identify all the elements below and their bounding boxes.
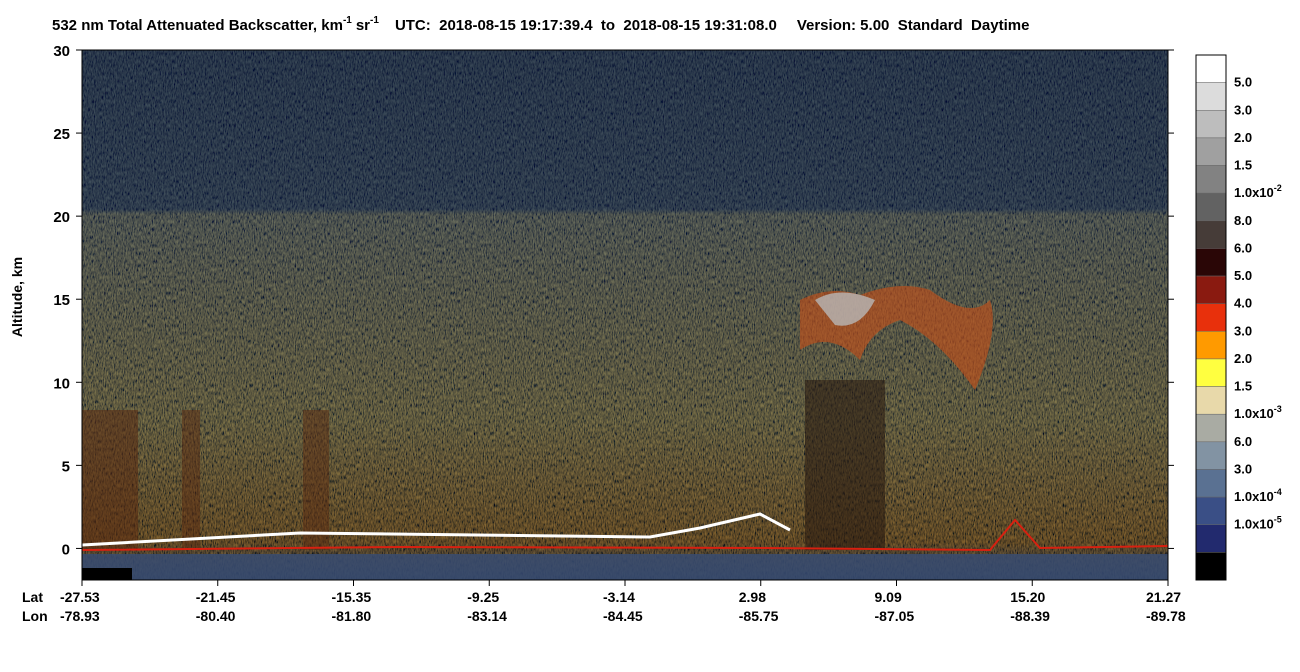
lat-label: 9.09 (875, 589, 902, 605)
lon-label: -88.39 (1010, 608, 1050, 624)
colorbar-swatch (1195, 165, 1227, 194)
colorbar-swatch (1195, 386, 1227, 415)
colorbar-swatch (1195, 110, 1227, 139)
colorbar-label: 8.0 (1234, 213, 1252, 228)
lat-label: -3.14 (603, 589, 635, 605)
colorbar-label-text: 3.0 (1234, 102, 1252, 117)
colorbar-label: 1.5 (1234, 379, 1252, 394)
colorbar-swatch (1195, 552, 1227, 581)
lat-label: -9.25 (467, 589, 499, 605)
x-row-name: Lat (22, 589, 43, 605)
colorbar-swatch (1195, 54, 1227, 83)
colorbar-label: 1.0x10-5 (1234, 515, 1282, 532)
colorbar-label-text: 1.0x10 (1234, 517, 1274, 532)
colorbar-swatch (1195, 496, 1227, 525)
colorbar-label-exp: -4 (1274, 487, 1282, 497)
colorbar-swatch (1195, 248, 1227, 277)
colorbar-swatch (1195, 303, 1227, 332)
lon-label: -87.05 (875, 608, 915, 624)
lon-label: -85.75 (739, 608, 779, 624)
colorbar-label-text: 1.5 (1234, 379, 1252, 394)
x-row-name: Lon (22, 608, 48, 624)
lon-label: -83.14 (467, 608, 507, 624)
colorbar-label-text: 2.0 (1234, 130, 1252, 145)
colorbar-label-text: 1.0x10 (1234, 489, 1274, 504)
colorbar-frame (1195, 54, 1227, 581)
lat-label: -27.53 (60, 589, 100, 605)
colorbar-label: 6.0 (1234, 434, 1252, 449)
colorbar-swatch (1195, 82, 1227, 111)
lon-label: -84.45 (603, 608, 643, 624)
y-axis-label: Altitude, km (9, 257, 25, 337)
colorbar-label-text: 1.5 (1234, 158, 1252, 173)
colorbar-swatch (1195, 469, 1227, 498)
y-tick-label: 25 (53, 126, 70, 143)
colorbar-label-text: 5.0 (1234, 268, 1252, 283)
colorbar-label: 6.0 (1234, 240, 1252, 255)
colorbar-label: 1.0x10-4 (1234, 487, 1282, 504)
y-tick-label: 20 (53, 209, 70, 226)
y-tick-label: 0 (62, 541, 70, 558)
colorbar-label-text: 3.0 (1234, 323, 1252, 338)
colorbar-label-text: 4.0 (1234, 296, 1252, 311)
colorbar-label-exp: -3 (1274, 404, 1282, 414)
lat-label: 15.20 (1010, 589, 1045, 605)
colorbar-label-text: 3.0 (1234, 461, 1252, 476)
colorbar-label: 2.0 (1234, 351, 1252, 366)
colorbar-swatch (1195, 331, 1227, 360)
colorbar-label-text: 6.0 (1234, 434, 1252, 449)
colorbar-label-text: 2.0 (1234, 351, 1252, 366)
lat-label: -15.35 (332, 589, 372, 605)
lon-label: -80.40 (196, 608, 236, 624)
lat-label: 2.98 (739, 589, 766, 605)
lat-label: -21.45 (196, 589, 236, 605)
colorbar-swatch (1195, 413, 1227, 443)
colorbar-label: 1.0x10-3 (1234, 404, 1282, 421)
colorbar-swatch (1195, 220, 1227, 249)
colorbar-swatch (1195, 275, 1227, 304)
colorbar-label: 3.0 (1234, 461, 1252, 476)
lat-label: 21.27 (1146, 589, 1181, 605)
y-tick-label: 10 (53, 375, 70, 392)
colorbar-swatch (1195, 524, 1227, 553)
lon-label: -81.80 (332, 608, 372, 624)
colorbar-label: 3.0 (1234, 323, 1252, 338)
colorbar-swatch (1195, 137, 1227, 166)
colorbar-label-text: 1.0x10 (1234, 406, 1274, 421)
colorbar-label-text: 1.0x10 (1234, 185, 1274, 200)
y-tick-label: 30 (53, 43, 70, 60)
colorbar-label: 2.0 (1234, 130, 1252, 145)
lon-label: -78.93 (60, 608, 100, 624)
colorbar-swatch (1195, 192, 1227, 222)
chart-title: 532 nm Total Attenuated Backscatter, km-… (52, 15, 1029, 34)
colorbar-label: 1.5 (1234, 158, 1252, 173)
y-tick-label: 5 (62, 458, 70, 475)
colorbar-label: 5.0 (1234, 268, 1252, 283)
colorbar-swatch (1195, 441, 1227, 470)
colorbar-label: 5.0 (1234, 75, 1252, 90)
y-tick-label: 15 (53, 292, 70, 309)
colorbar-label-text: 8.0 (1234, 213, 1252, 228)
colorbar-swatch (1195, 358, 1227, 387)
colorbar-label-text: 5.0 (1234, 75, 1252, 90)
lon-label: -89.78 (1146, 608, 1186, 624)
colorbar-label-text: 6.0 (1234, 240, 1252, 255)
colorbar-label-exp: -2 (1274, 183, 1282, 193)
colorbar-label: 4.0 (1234, 296, 1252, 311)
colorbar-label-exp: -5 (1274, 515, 1282, 525)
colorbar-label: 1.0x10-2 (1234, 183, 1282, 200)
colorbar-label: 3.0 (1234, 102, 1252, 117)
curtain-image (81, 50, 1169, 580)
